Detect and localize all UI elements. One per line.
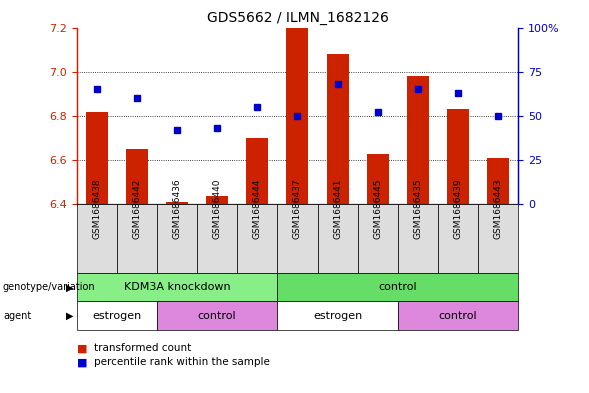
Bar bbox=[85, 112, 108, 204]
Text: ▶: ▶ bbox=[66, 310, 74, 321]
Text: genotype/variation: genotype/variation bbox=[3, 282, 95, 292]
Text: ■: ■ bbox=[77, 343, 87, 353]
Text: ▶: ▶ bbox=[66, 282, 74, 292]
Bar bbox=[286, 28, 309, 204]
Text: control: control bbox=[198, 310, 236, 321]
Text: GSM1686439: GSM1686439 bbox=[454, 178, 462, 239]
Bar bbox=[367, 154, 389, 204]
Text: GSM1686444: GSM1686444 bbox=[253, 178, 262, 239]
Text: percentile rank within the sample: percentile rank within the sample bbox=[94, 357, 270, 367]
Text: GSM1686445: GSM1686445 bbox=[373, 178, 382, 239]
Text: estrogen: estrogen bbox=[92, 310, 141, 321]
Text: agent: agent bbox=[3, 310, 31, 321]
Text: ■: ■ bbox=[77, 357, 87, 367]
Text: GSM1686437: GSM1686437 bbox=[293, 178, 302, 239]
Bar bbox=[246, 138, 269, 204]
Bar bbox=[407, 76, 429, 204]
Bar bbox=[487, 158, 509, 204]
Text: transformed count: transformed count bbox=[94, 343, 191, 353]
Bar bbox=[166, 202, 188, 204]
Text: estrogen: estrogen bbox=[313, 310, 362, 321]
Text: GSM1686440: GSM1686440 bbox=[213, 178, 221, 239]
Text: GSM1686436: GSM1686436 bbox=[173, 178, 181, 239]
Bar bbox=[206, 195, 228, 204]
Bar bbox=[447, 109, 469, 204]
Text: GSM1686435: GSM1686435 bbox=[413, 178, 422, 239]
Text: GSM1686441: GSM1686441 bbox=[333, 178, 342, 239]
Bar bbox=[126, 149, 148, 204]
Bar bbox=[326, 54, 349, 204]
Text: control: control bbox=[379, 282, 417, 292]
Text: control: control bbox=[439, 310, 478, 321]
Text: GSM1686443: GSM1686443 bbox=[494, 178, 503, 239]
Text: KDM3A knockdown: KDM3A knockdown bbox=[124, 282, 230, 292]
Text: GSM1686442: GSM1686442 bbox=[133, 178, 141, 239]
Text: GSM1686438: GSM1686438 bbox=[92, 178, 101, 239]
Title: GDS5662 / ILMN_1682126: GDS5662 / ILMN_1682126 bbox=[207, 11, 388, 25]
